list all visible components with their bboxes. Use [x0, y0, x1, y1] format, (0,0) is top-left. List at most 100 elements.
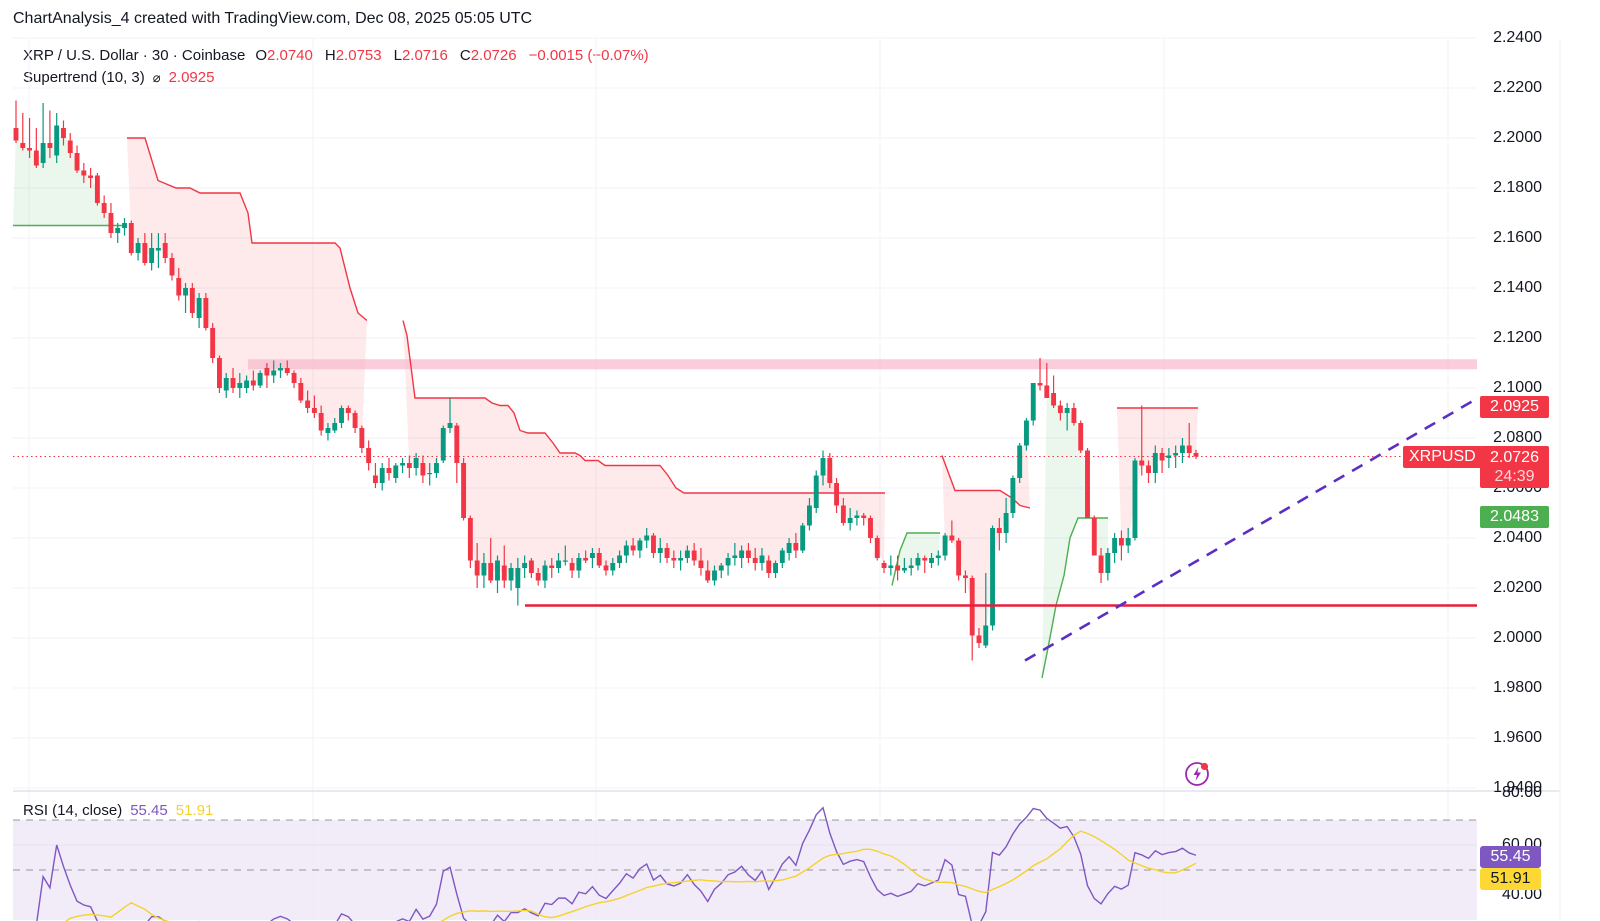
candle-body	[101, 203, 107, 213]
candle-body	[901, 568, 907, 571]
candle-body	[678, 558, 684, 561]
rsi-legend[interactable]: RSI (14, close) 55.45 51.91	[23, 802, 213, 819]
candle-body	[1105, 553, 1111, 573]
candle-body	[393, 465, 399, 478]
candle-body	[352, 413, 358, 428]
candle-body	[33, 150, 39, 166]
candle-body	[291, 373, 297, 383]
candle-body	[1159, 453, 1165, 461]
candle-body	[725, 558, 731, 566]
candle-body	[596, 553, 602, 566]
candle-body	[27, 148, 33, 151]
candle-body	[610, 563, 616, 571]
price-axis-label: 2.2000	[1493, 129, 1542, 146]
candle-body	[793, 543, 799, 551]
candle-body	[413, 458, 419, 468]
candle-body	[183, 288, 188, 296]
candle-body	[562, 560, 568, 562]
candle-body	[217, 358, 222, 388]
candle-body	[868, 518, 873, 538]
candle-body	[745, 550, 751, 558]
candle-body	[888, 565, 894, 568]
candle-body	[664, 548, 670, 558]
rsi-axis-label: 80.00	[1501, 784, 1542, 801]
candle-body	[1064, 408, 1070, 413]
candle-body	[630, 545, 636, 551]
candle-body	[1146, 465, 1151, 473]
supertrend-down-line	[402, 320, 885, 494]
candle-body	[115, 228, 121, 233]
lightning-alert-icon[interactable]	[1184, 760, 1210, 786]
candle-body	[467, 518, 473, 561]
candle-body	[1085, 450, 1090, 518]
candle-body	[386, 468, 392, 473]
candle-body	[976, 635, 982, 643]
candle-body	[54, 125, 60, 156]
candle-body	[1091, 518, 1097, 556]
candle-body	[813, 475, 819, 508]
candle-body	[759, 555, 765, 563]
candle-body	[176, 278, 182, 296]
candle-body	[834, 483, 840, 506]
candle-body	[535, 573, 541, 581]
candle-body	[162, 243, 168, 258]
candle-body	[779, 550, 785, 563]
candle-body	[311, 408, 317, 413]
candle-body	[271, 370, 277, 376]
candle-body	[1051, 393, 1057, 406]
supertrend-fill	[403, 320, 885, 578]
candle-body	[508, 568, 514, 581]
close-label: C	[459, 47, 471, 64]
price-axis-label: 1.9800	[1493, 679, 1542, 696]
candle-body	[61, 128, 66, 138]
candle-body	[135, 243, 141, 253]
open-value: 2.0740	[266, 47, 313, 64]
candle-body	[691, 550, 697, 561]
candle-body	[420, 463, 426, 476]
price-axis-label: 2.0400	[1493, 529, 1542, 546]
candle-body	[915, 558, 921, 566]
candle-body	[244, 380, 250, 388]
candle-body	[840, 505, 846, 523]
price-axis-label: 2.0800	[1493, 429, 1542, 446]
candle-body	[603, 565, 609, 571]
supertrend-label: Supertrend (10, 3)	[23, 69, 145, 86]
candle-body	[495, 560, 500, 581]
candle-body	[983, 625, 989, 646]
candle-body	[88, 175, 94, 178]
candle-body	[501, 565, 507, 581]
candle-body	[847, 518, 853, 523]
supertrend-fill	[13, 133, 122, 231]
diameter-icon: ⌀	[152, 70, 161, 85]
low-value: 2.0716	[401, 47, 448, 64]
candle-body	[318, 413, 324, 431]
indicator-row[interactable]: Supertrend (10, 3) ⌀ 2.0925	[23, 67, 655, 89]
ohlc-row[interactable]: XRP / U.S. Dollar · 30 · Coinbase O2.074…	[23, 45, 655, 67]
candle-body	[13, 128, 19, 141]
candle-body	[644, 535, 650, 541]
candle-body	[929, 558, 934, 563]
change-value: −0.0015 (−0.07%)	[528, 47, 649, 64]
candle-body	[474, 560, 480, 576]
candle-body	[284, 368, 290, 373]
candle-body	[94, 175, 100, 203]
supertrend-fill	[1117, 408, 1198, 542]
candle-body	[515, 568, 521, 588]
price-axis-label: 1.9600	[1493, 729, 1542, 746]
candle-body	[366, 448, 372, 463]
candle-body	[305, 400, 311, 408]
candle-body	[786, 543, 792, 553]
candle-body	[990, 528, 995, 626]
candle-body	[488, 563, 494, 581]
symbol-tag: XRPUSD	[1403, 446, 1482, 468]
candle-body	[359, 428, 365, 448]
candle-body	[766, 560, 772, 573]
candle-body	[1166, 455, 1172, 458]
candle-body	[298, 383, 304, 401]
price-axis-label: 2.0200	[1493, 579, 1542, 596]
high-label: H	[324, 47, 336, 64]
candle-body	[149, 248, 155, 263]
candle-body	[1186, 445, 1192, 453]
candle-body	[996, 528, 1002, 533]
